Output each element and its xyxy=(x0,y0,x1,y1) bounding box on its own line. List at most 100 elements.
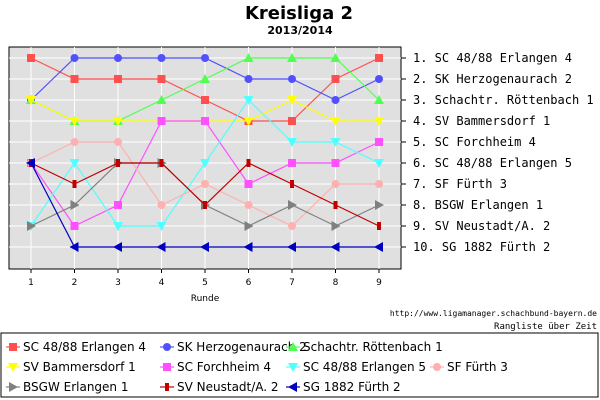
legend-item: SK Herzogenaurach 2 xyxy=(160,340,307,354)
data-point xyxy=(200,74,210,83)
data-point xyxy=(26,158,35,168)
data-point xyxy=(159,159,164,167)
data-point xyxy=(114,54,122,62)
data-point xyxy=(27,54,35,62)
legend-label: SC 48/88 Erlangen 5 xyxy=(303,360,426,374)
legend-box xyxy=(0,332,599,398)
x-tick-label: 2 xyxy=(72,278,78,288)
data-point xyxy=(70,54,79,62)
data-point xyxy=(201,117,209,125)
legend-item: SC 48/88 Erlangen 4 xyxy=(6,340,146,354)
data-point xyxy=(244,75,253,83)
legend-marker xyxy=(165,383,169,391)
data-point xyxy=(288,159,296,167)
credit-text: Rangliste über Zeit xyxy=(494,322,597,332)
legend-label: SC 48/88 Erlangen 4 xyxy=(23,340,146,354)
data-point xyxy=(288,200,297,210)
x-tick-label: 8 xyxy=(333,278,339,288)
data-point xyxy=(200,159,210,168)
data-point xyxy=(330,53,341,62)
data-point xyxy=(26,96,36,105)
legend-marker xyxy=(288,342,298,351)
legend-item: SV Neustadt/A. 2 xyxy=(160,380,279,394)
data-point xyxy=(70,138,79,146)
data-point xyxy=(113,242,122,252)
legend-label: SV Bammersdorf 1 xyxy=(23,360,136,374)
data-point xyxy=(377,222,381,230)
x-axis-label: Runde xyxy=(191,294,220,304)
data-point xyxy=(288,117,296,125)
data-point xyxy=(374,117,384,126)
data-point xyxy=(333,201,338,209)
legend-marker xyxy=(163,363,171,371)
data-point xyxy=(157,117,166,125)
credit-url: http://www.ligamanager.schachbund-bayern… xyxy=(390,309,597,318)
data-point xyxy=(203,201,207,209)
data-point xyxy=(114,138,122,146)
rank-label: 3. Schachtr. Röttenbach 1 xyxy=(413,93,594,107)
legend-marker xyxy=(9,382,18,392)
legend-label: Schachtr. Röttenbach 1 xyxy=(303,340,443,354)
x-tick-label: 6 xyxy=(246,278,252,288)
data-point xyxy=(375,54,383,62)
rank-label: 6. SC 48/88 Erlangen 5 xyxy=(413,156,572,170)
rank-labels: 1. SC 48/88 Erlangen 4 2. SK Herzogenaura… xyxy=(413,51,594,254)
data-point xyxy=(69,117,80,126)
data-point xyxy=(244,180,253,188)
series-9 xyxy=(26,158,383,252)
rank-label: 1. SC 48/88 Erlangen 4 xyxy=(413,51,572,65)
data-point xyxy=(157,201,166,209)
legend-label: BSGW Erlangen 1 xyxy=(23,380,128,394)
data-point xyxy=(116,159,120,167)
data-point xyxy=(375,180,383,188)
data-point xyxy=(72,180,77,188)
series-1 xyxy=(27,54,383,104)
legend-marker xyxy=(288,382,297,392)
data-point xyxy=(244,201,253,209)
legend-item: SG 1882 Fürth 2 xyxy=(286,380,401,394)
chart-title: Kreisliga 2 xyxy=(245,3,353,24)
data-point xyxy=(330,138,341,147)
legend-label: SK Herzogenaurach 2 xyxy=(177,340,307,354)
data-point xyxy=(243,53,254,62)
legend-marker xyxy=(288,363,298,372)
x-tick-label: 3 xyxy=(115,278,121,288)
rank-label: 2. SK Herzogenaurach 2 xyxy=(413,72,572,86)
data-point xyxy=(243,117,254,126)
data-point xyxy=(70,222,79,230)
legend-item: SV Bammersdorf 1 xyxy=(6,360,136,374)
data-point xyxy=(157,54,166,62)
legend: SC 48/88 Erlangen 4 SK Herzogenaurach 2Sc… xyxy=(6,340,508,394)
legend-marker xyxy=(8,363,18,372)
data-point xyxy=(290,180,294,188)
rank-label: 9. SV Neustadt/A. 2 xyxy=(413,219,550,233)
data-point xyxy=(330,117,341,126)
data-point xyxy=(156,242,166,252)
data-point xyxy=(331,96,340,104)
data-point xyxy=(375,138,383,146)
data-point xyxy=(246,159,251,167)
data-point xyxy=(200,242,209,252)
data-point xyxy=(331,159,340,167)
data-point xyxy=(374,242,383,252)
rank-label: 4. SV Bammersdorf 1 xyxy=(413,114,550,128)
legend-marker xyxy=(163,343,171,351)
data-point xyxy=(27,221,36,231)
data-point xyxy=(330,242,340,252)
data-point xyxy=(70,200,80,210)
legend-item: SC Forchheim 4 xyxy=(160,360,271,374)
data-point xyxy=(244,221,254,231)
data-point xyxy=(331,75,340,83)
data-point xyxy=(113,222,123,231)
data-point xyxy=(69,159,80,168)
legend-item: BSGW Erlangen 1 xyxy=(6,380,128,394)
legend-item: Schachtr. Röttenbach 1 xyxy=(286,340,443,354)
data-point xyxy=(287,96,297,105)
data-point xyxy=(114,201,122,209)
rank-label: 7. SF Fürth 3 xyxy=(413,177,507,191)
x-tick-labels: 1 2 3 4 5 6 7 8 9 xyxy=(28,269,382,288)
data-point xyxy=(374,159,384,168)
x-tick-label: 5 xyxy=(202,278,208,288)
rank-label: 8. BSGW Erlangen 1 xyxy=(413,198,543,212)
